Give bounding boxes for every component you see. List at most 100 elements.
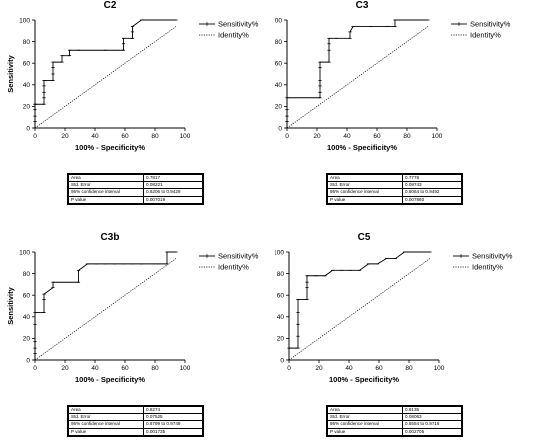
y-tick-label: 100: [19, 249, 30, 256]
stats-value: 0.08743: [402, 181, 462, 190]
stats-value: 0.6554 to 0.9716: [402, 420, 462, 429]
x-tick-label: 100: [180, 133, 191, 140]
roc-plot-1: C2 0 20 40 60 80 100 0 20 40 60 80 100 100% - Specifi…: [6, 0, 259, 152]
x-tick-label: 40: [345, 365, 353, 372]
x-axis-label: 100% - Specificity%: [75, 143, 145, 152]
x-tick-label: 80: [151, 133, 159, 140]
x-tick-label: 0: [287, 365, 291, 372]
stats-table: Area 0.8274 Std. Error 0.07525 95% confidenc…: [67, 405, 204, 437]
stats-label: Std. Error: [327, 181, 403, 190]
stats-row: Area 0.8135: [327, 405, 462, 415]
x-tick-label: 60: [375, 365, 383, 372]
stats-value: 0.007019: [143, 195, 203, 204]
x-tick-label: 100: [434, 365, 445, 372]
y-tick-label: 40: [23, 314, 31, 321]
y-tick-label: 60: [275, 61, 282, 68]
x-tick-label: 80: [405, 365, 413, 372]
stats-row: P value 0.002705: [327, 427, 462, 436]
y-tick-label: 40: [277, 314, 285, 321]
legend-label: Sensitivity%: [472, 252, 513, 261]
y-tick-label: 0: [26, 125, 30, 132]
x-tick-label: 0: [285, 133, 289, 140]
roc-plot-4: C5 0 20 40 60 80 100 0 20 40 60 80 100 100% - Specifi…: [275, 232, 513, 384]
y-tick-label: 20: [23, 336, 31, 343]
identity-line: [288, 258, 431, 361]
stats-row: P value 0.007860: [327, 195, 462, 204]
y-axis-label: Sensitivity: [6, 54, 15, 92]
y-tick-label: 20: [277, 336, 285, 343]
legend-label: Sensitivity%: [218, 252, 259, 261]
y-tick-label: 0: [26, 357, 30, 364]
identity-line: [34, 26, 177, 129]
x-axis-label: 100% - Specificity%: [327, 143, 397, 152]
y-tick-label: 60: [277, 293, 285, 300]
roc-plot-2: C3 0 20 40 60 80 100 0 20 40 60 80 100 100% - Specifi…: [275, 0, 511, 152]
y-tick-label: 60: [23, 293, 31, 300]
y-tick-label: 60: [23, 61, 31, 68]
stats-label: P value: [68, 195, 144, 204]
roc-panel-4: C5 0 20 40 60 80 100 0 20 40 60 80 100 100% - Specifi…: [275, 224, 550, 448]
stats-row: 95% confidence interval 0.6554 to 0.9716: [327, 420, 462, 429]
sensitivity-line: [34, 251, 176, 360]
y-tick-label: 20: [23, 104, 31, 111]
stats-value: 0.7778: [402, 173, 462, 183]
y-axis-label: Sensitivity: [6, 286, 15, 324]
x-tick-label: 40: [343, 133, 351, 140]
stats-value: 0.002705: [402, 427, 462, 436]
stats-row: 95% confidence interval 0.6799 to 0.9749: [68, 420, 203, 429]
y-tick-label: 100: [275, 249, 284, 256]
stats-label: Area: [68, 405, 144, 415]
identity-line: [34, 258, 177, 361]
x-tick-label: 20: [61, 365, 69, 372]
stats-value: 0.007860: [402, 195, 462, 204]
stats-row: 95% confidence interval 0.6064 to 0.9492: [327, 188, 462, 197]
stats-value: 0.7817: [143, 173, 203, 183]
legend-label: Sensitivity%: [218, 20, 259, 29]
x-tick-label: 60: [121, 365, 129, 372]
stats-row: Std. Error 0.08221: [68, 181, 203, 190]
roc-panel-2: C3 0 20 40 60 80 100 0 20 40 60 80 100 100% - Specifi…: [275, 0, 550, 224]
stats-label: 95% confidence interval: [68, 420, 144, 429]
stats-row: P value 0.001735: [68, 427, 203, 436]
stats-row: Std. Error 0.07525: [68, 413, 203, 422]
y-tick-label: 100: [275, 17, 282, 24]
stats-value: 0.08221: [143, 181, 203, 190]
stats-label: P value: [68, 427, 144, 436]
stats-label: Std. Error: [327, 413, 403, 422]
roc-panel-3: C3b 0 20 40 60 80 100 0 20 40 60 80 100 100% - Specif…: [0, 224, 275, 448]
stats-row: Std. Error 0.08063: [327, 413, 462, 422]
stats-value: 0.6206 to 0.9429: [143, 188, 203, 197]
stats-table: Area 0.7778 Std. Error 0.08743 95% confidenc…: [326, 173, 463, 205]
stats-label: Area: [327, 405, 403, 415]
x-tick-label: 60: [121, 133, 129, 140]
x-axis-label: 100% - Specificity%: [75, 375, 145, 384]
stats-row: P value 0.007019: [68, 195, 203, 204]
legend-label: Sensitivity%: [470, 20, 511, 29]
x-axis-label: 100% - Specificity%: [329, 375, 399, 384]
y-tick-label: 40: [275, 82, 282, 89]
x-tick-label: 20: [313, 133, 321, 140]
x-tick-label: 80: [151, 365, 159, 372]
stats-table: Area 0.7817 Std. Error 0.08221 95% confidenc…: [67, 173, 204, 205]
stats-label: 95% confidence interval: [327, 420, 403, 429]
x-tick-label: 0: [33, 365, 37, 372]
legend-label: Identity%: [218, 31, 249, 40]
y-tick-label: 80: [275, 39, 282, 46]
stats-label: P value: [327, 427, 403, 436]
stats-row: Std. Error 0.08743: [327, 181, 462, 190]
stats-table: Area 0.8135 Std. Error 0.08063 95% confidenc…: [326, 405, 463, 437]
y-tick-label: 100: [19, 17, 30, 24]
legend-label: Identity%: [472, 263, 503, 272]
x-tick-label: 100: [432, 133, 443, 140]
x-tick-label: 80: [403, 133, 411, 140]
x-tick-label: 0: [33, 133, 37, 140]
stats-value: 0.6064 to 0.9492: [402, 188, 462, 197]
sensitivity-line: [34, 19, 176, 128]
legend-label: Identity%: [218, 263, 249, 272]
y-tick-label: 20: [275, 104, 282, 111]
x-tick-label: 20: [315, 365, 323, 372]
chart-title: C5: [358, 232, 371, 243]
y-tick-label: 0: [278, 125, 282, 132]
sensitivity-line: [286, 19, 428, 128]
stats-label: Std. Error: [68, 413, 144, 422]
